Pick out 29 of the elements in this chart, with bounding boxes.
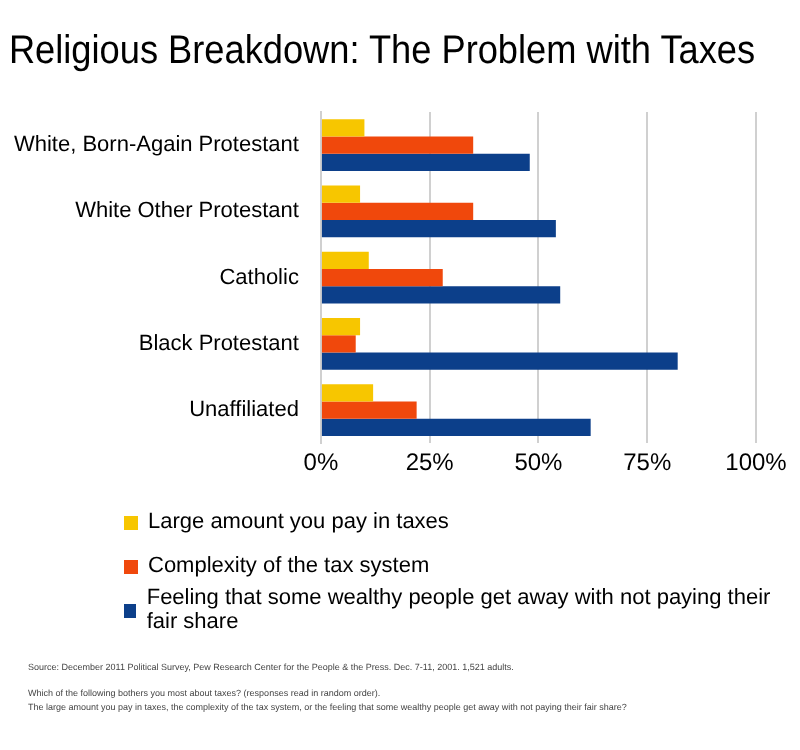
- bar: [321, 219, 556, 238]
- bar: [321, 136, 474, 154]
- legend-label: Complexity of the tax system: [148, 554, 430, 578]
- bar: [321, 268, 443, 287]
- y-tick-label: Black Protestant: [138, 331, 299, 356]
- bar: [321, 202, 474, 220]
- bar: [321, 384, 374, 402]
- bar: [321, 318, 361, 336]
- bar: [321, 418, 591, 436]
- bar: [321, 286, 561, 304]
- legend-label: Large amount you pay in taxes: [148, 510, 449, 534]
- y-tick-label: White Other Protestant: [75, 199, 299, 224]
- y-tick-label: Catholic: [219, 265, 300, 290]
- bar: [321, 153, 530, 171]
- bar: [321, 251, 369, 269]
- bar: [321, 119, 365, 137]
- bar: [321, 352, 678, 370]
- x-tick-label: 50%: [514, 448, 564, 477]
- x-tick-label: 75%: [623, 448, 672, 477]
- y-tick-label: White, Born-Again Protestant: [13, 133, 299, 158]
- bar: [321, 185, 361, 203]
- chart-title: Religious Breakdown: The Problem with Taxes: [8, 29, 756, 74]
- legend-label: Feeling that some wealthy people get away with not paying their fair share: [146, 586, 773, 634]
- bar: [321, 335, 356, 353]
- x-tick-label: 25%: [405, 448, 455, 477]
- x-tick-label: 0%: [303, 448, 339, 477]
- x-tick-label: 100%: [725, 448, 788, 477]
- y-tick-label: Unaffiliated: [189, 398, 299, 423]
- bar: [321, 401, 417, 419]
